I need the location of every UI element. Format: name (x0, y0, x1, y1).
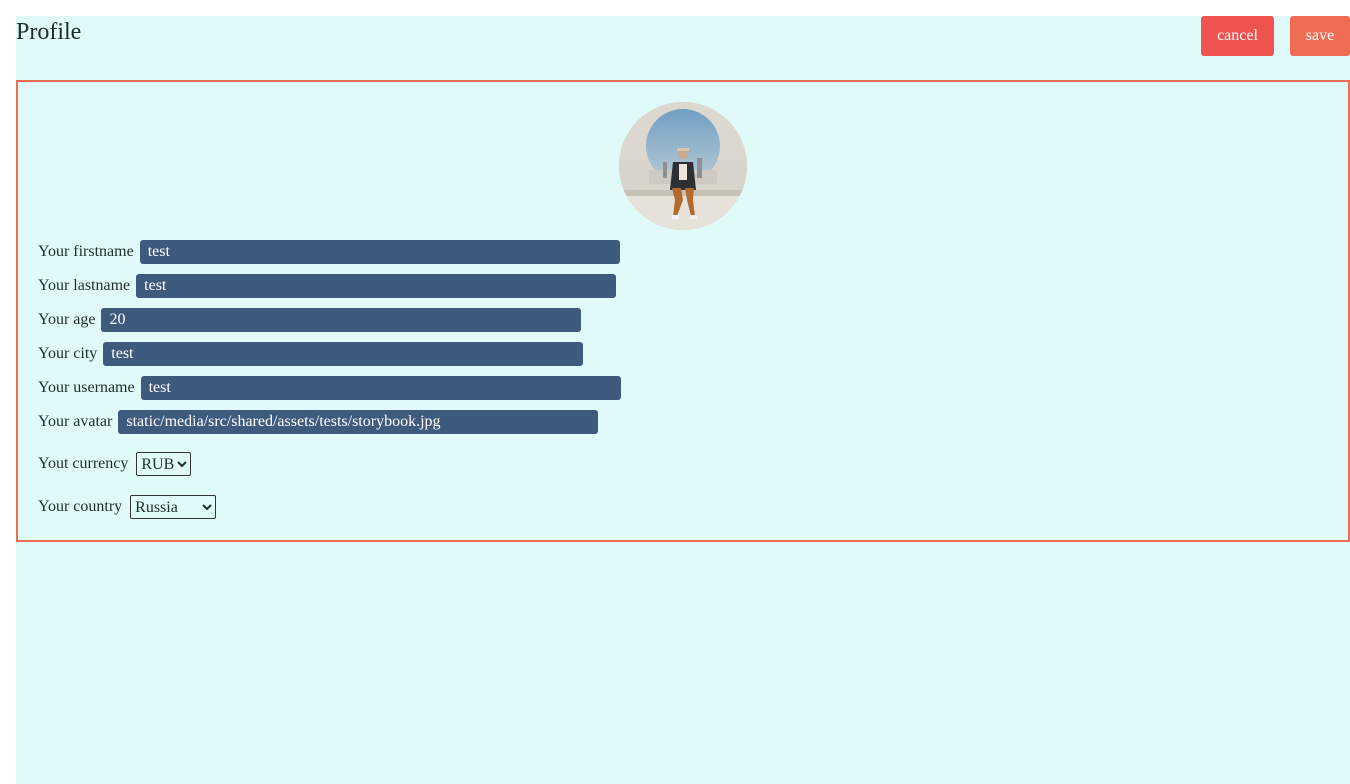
firstname-row: Your firstname (38, 240, 620, 264)
avatar-photo (619, 102, 747, 230)
currency-select[interactable]: RUB (136, 452, 192, 476)
username-label: Your username (38, 379, 135, 396)
username-input[interactable] (140, 376, 621, 400)
age-input[interactable] (101, 308, 582, 332)
cancel-button[interactable]: cancel (1201, 16, 1274, 56)
avatar-label: Your avatar (38, 413, 113, 430)
country-select[interactable]: Russia (130, 495, 217, 519)
city-input[interactable] (103, 342, 584, 366)
avatar-input[interactable] (118, 410, 599, 434)
page-title: Profile (16, 19, 82, 45)
profile-page: Profile cancel save (16, 16, 1350, 784)
save-button[interactable]: save (1290, 16, 1350, 56)
city-label: Your city (38, 345, 98, 362)
lastname-label: Your lastname (38, 277, 131, 294)
currency-label: Yout currency (38, 455, 129, 472)
country-label: Your country (38, 498, 123, 515)
lastname-row: Your lastname (38, 274, 617, 298)
country-row: Your country Russia (38, 495, 217, 519)
avatar-row: Your avatar (38, 410, 599, 434)
age-row: Your age (38, 308, 582, 332)
avatar (619, 102, 747, 230)
age-label: Your age (38, 311, 96, 328)
currency-row: Yout currency RUB (38, 452, 192, 476)
city-row: Your city (38, 342, 584, 366)
lastname-input[interactable] (136, 274, 617, 298)
username-row: Your username (38, 376, 621, 400)
profile-card: Your firstname Your lastname Your age Yo… (16, 80, 1350, 542)
firstname-input[interactable] (139, 240, 620, 264)
firstname-label: Your firstname (38, 243, 134, 260)
